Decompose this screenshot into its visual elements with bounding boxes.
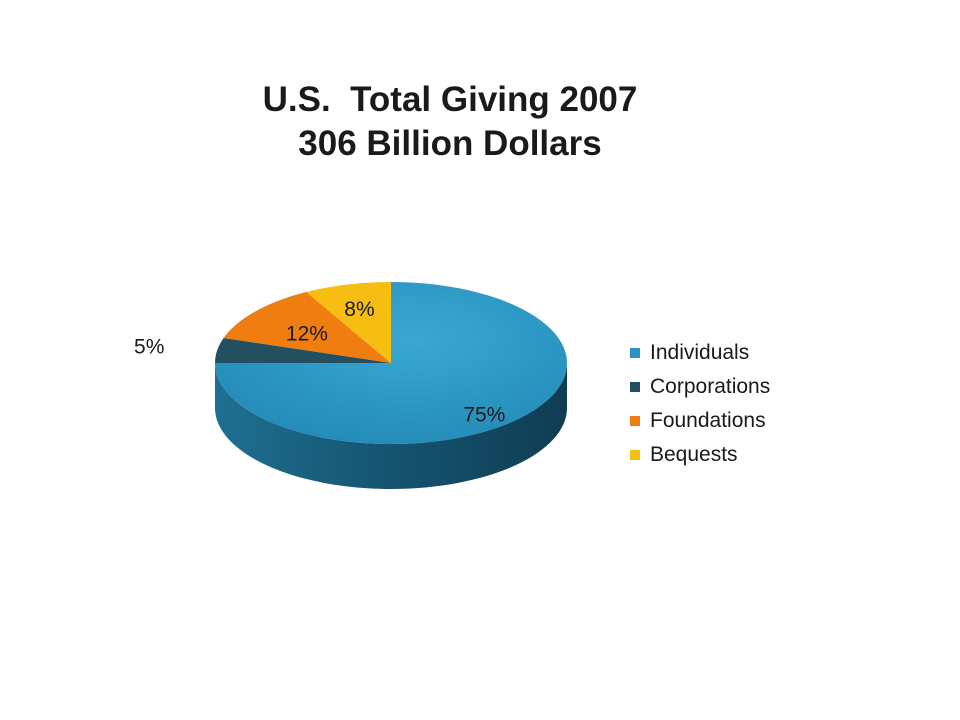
pie-label-corporations: 5% <box>134 335 164 358</box>
legend-item-foundations: Foundations <box>630 404 770 438</box>
legend-swatch-individuals <box>630 348 640 358</box>
legend: Individuals Corporations Foundations Beq… <box>630 336 770 472</box>
chart-title: U.S. Total Giving 2007 306 Billion Dolla… <box>0 78 900 166</box>
legend-item-bequests: Bequests <box>630 438 770 472</box>
legend-swatch-bequests <box>630 450 640 460</box>
pie-slice-corporations <box>215 337 391 363</box>
legend-label-corporations: Corporations <box>650 375 771 398</box>
legend-label-foundations: Foundations <box>650 409 766 432</box>
pie-label-layer: 75% 5% 12% 8% <box>134 298 505 426</box>
legend-label-bequests: Bequests <box>650 443 738 466</box>
pie-label-foundations: 12% <box>286 323 328 346</box>
pie-slice-bequests <box>306 282 391 363</box>
legend-item-corporations: Corporations <box>630 370 770 404</box>
pie-slice-foundations <box>223 292 391 363</box>
pie-top-layer <box>215 282 567 444</box>
chart-title-line-2: 306 Billion Dollars <box>298 124 602 163</box>
pie-side-layer <box>215 363 567 489</box>
legend-label-individuals: Individuals <box>650 341 750 364</box>
pie-label-individuals: 75% <box>463 404 505 427</box>
legend-swatch-corporations <box>630 382 640 392</box>
pie-label-bequests: 8% <box>344 298 374 321</box>
chart-title-line-1: U.S. Total Giving 2007 <box>262 80 638 119</box>
pie-side-individuals <box>215 363 567 489</box>
legend-swatch-foundations <box>630 416 640 426</box>
legend-item-individuals: Individuals <box>630 336 770 370</box>
